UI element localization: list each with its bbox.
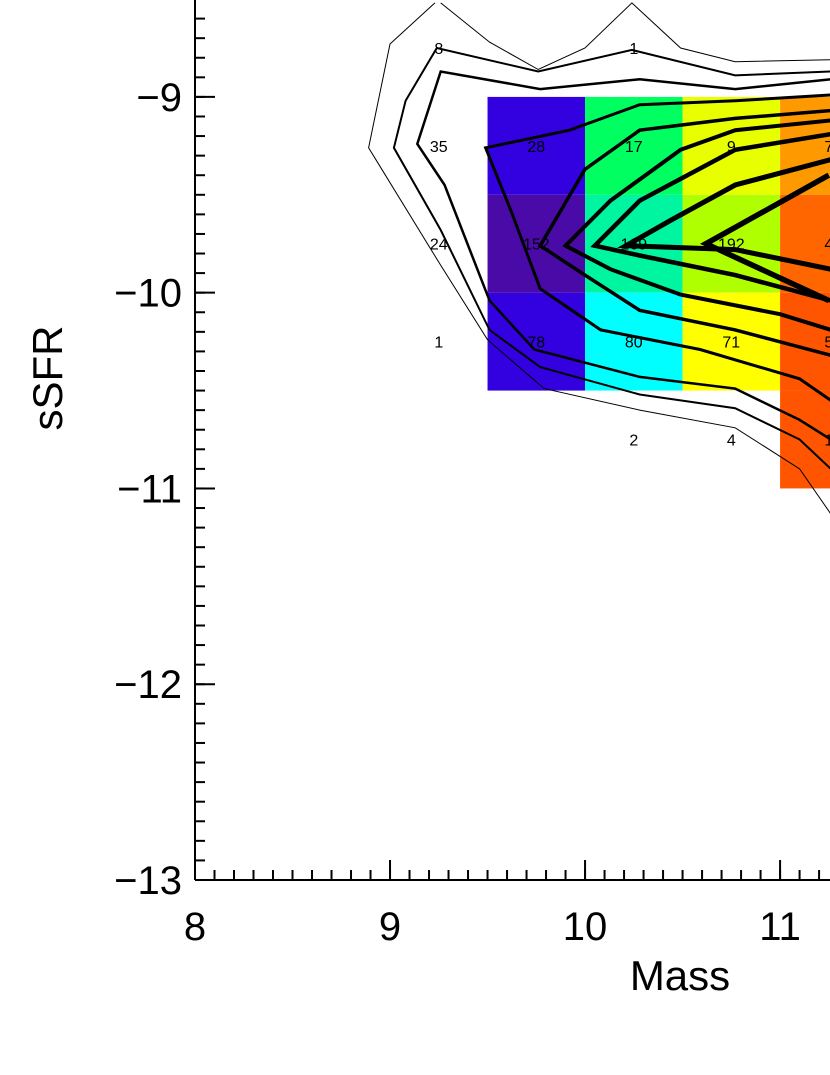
- contour-line: [537, 108, 830, 357]
- count-label: 1: [434, 335, 443, 352]
- contour-line: [415, 70, 830, 441]
- plot-area: 8 135 28 17 9 724 152 169 192 41 78 80 71 52 4 1: [368, 2, 830, 514]
- x-tick-label: 10: [563, 905, 608, 949]
- count-label: 80: [625, 335, 643, 352]
- y-tick-label: −12: [114, 663, 182, 707]
- count-label: 71: [722, 335, 740, 352]
- cell: [780, 390, 830, 489]
- contour-line: [590, 131, 830, 303]
- count-label: 169: [620, 237, 647, 254]
- y-tick-label: −13: [114, 859, 182, 903]
- x-axis-title: Mass: [630, 952, 730, 999]
- y-tick-label: −9: [136, 76, 182, 120]
- contour-line: [368, 2, 830, 514]
- count-label: 35: [430, 139, 448, 156]
- contour-line: [392, 46, 830, 470]
- count-label: 5: [824, 335, 830, 352]
- count-label: 78: [527, 335, 545, 352]
- contour-line: [617, 157, 830, 272]
- contour-line: [699, 172, 830, 303]
- x-tick-label: 9: [379, 905, 401, 949]
- count-label: 9: [727, 139, 736, 156]
- cell: [780, 194, 830, 293]
- count-label: 17: [625, 139, 643, 156]
- count-label: 7: [824, 139, 830, 156]
- x-tick-label: 11: [759, 905, 801, 949]
- y-axis-title: sSFR: [24, 326, 71, 431]
- count-label: 152: [523, 237, 550, 254]
- count-label: 4: [824, 237, 830, 254]
- count-label: 192: [718, 237, 745, 254]
- cell: [585, 96, 683, 195]
- contour-line: [562, 118, 830, 332]
- count-label: 1: [629, 41, 638, 58]
- count-label: 24: [430, 237, 448, 254]
- contour-line: [483, 93, 830, 402]
- count-label: 1: [824, 433, 830, 450]
- count-label: 2: [629, 433, 638, 450]
- count-label: 4: [727, 433, 736, 450]
- cell: [487, 96, 586, 195]
- count-label: 8: [434, 41, 443, 58]
- count-label: 28: [527, 139, 545, 156]
- y-tick-label: −11: [117, 467, 182, 511]
- x-tick-label: 8: [184, 905, 206, 949]
- y-tick-label: −10: [114, 272, 182, 316]
